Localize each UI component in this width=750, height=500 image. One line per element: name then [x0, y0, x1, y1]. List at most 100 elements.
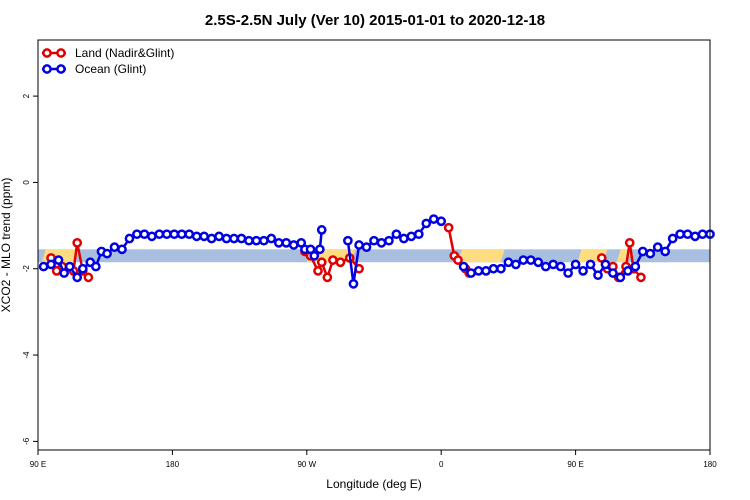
- series-layer: [38, 214, 715, 289]
- chart-title: 2.5S-2.5N July (Ver 10) 2015-01-01 to 20…: [205, 12, 545, 29]
- series-ocean: [38, 214, 715, 289]
- data-point: [391, 229, 402, 240]
- data-point: [251, 235, 262, 246]
- legend-marker: [42, 64, 52, 74]
- data-point: [578, 266, 588, 276]
- plot-frame: [37, 39, 711, 451]
- data-point: [117, 244, 127, 255]
- data-point: [315, 244, 325, 255]
- series-line: [462, 232, 710, 279]
- y-tick-label: -2: [22, 265, 31, 273]
- data-point: [348, 278, 359, 289]
- data-point: [503, 257, 514, 268]
- data-point: [184, 229, 195, 240]
- x-axis: 90 E 180 90 W 0 90 E 180: [30, 450, 717, 469]
- data-point: [675, 229, 685, 240]
- data-point: [548, 259, 559, 270]
- y-tick-label: -4: [22, 351, 31, 359]
- data-point: [132, 229, 142, 240]
- data-point: [406, 231, 417, 242]
- legend-label: Ocean (Glint): [75, 62, 146, 76]
- data-point: [266, 233, 277, 244]
- data-point: [109, 242, 120, 253]
- data-point: [229, 233, 239, 244]
- data-point: [221, 233, 232, 244]
- data-point: [453, 255, 463, 265]
- data-point: [124, 233, 135, 244]
- y-tick-label: 2: [22, 93, 31, 98]
- data-point: [102, 248, 112, 259]
- data-point: [652, 242, 663, 253]
- data-point: [623, 266, 633, 276]
- data-point: [518, 255, 529, 265]
- data-point: [38, 261, 49, 272]
- reference-band: [38, 249, 710, 263]
- data-point: [53, 255, 64, 265]
- data-point: [443, 222, 454, 233]
- data-point: [600, 259, 611, 270]
- data-point: [555, 261, 566, 272]
- x-tick-label: 180: [703, 460, 717, 469]
- data-point: [244, 235, 254, 246]
- data-point: [593, 270, 603, 281]
- data-point: [458, 261, 469, 272]
- data-point: [563, 268, 573, 278]
- data-point: [313, 266, 323, 276]
- y-tick-label: -6: [22, 437, 31, 445]
- data-point: [288, 240, 299, 250]
- data-point: [413, 229, 424, 240]
- data-point: [328, 255, 338, 265]
- data-point: [608, 268, 618, 278]
- data-point: [64, 261, 75, 272]
- data-point: [335, 257, 346, 268]
- data-point: [281, 237, 292, 248]
- data-point: [273, 237, 284, 248]
- data-point: [630, 261, 641, 272]
- data-point: [697, 229, 708, 240]
- y-axis-label: XCO2 - MLO trend (ppm): [0, 178, 13, 313]
- data-point: [384, 235, 394, 246]
- data-point: [139, 229, 150, 240]
- data-point: [46, 259, 56, 270]
- data-point: [682, 229, 693, 240]
- data-point: [169, 229, 180, 240]
- data-point: [309, 250, 320, 261]
- data-point: [343, 235, 353, 246]
- data-point: [83, 272, 94, 283]
- data-point: [428, 214, 439, 224]
- data-point: [316, 225, 327, 235]
- data-point: [615, 272, 626, 283]
- data-point: [525, 255, 536, 265]
- data-point: [72, 237, 83, 248]
- x-axis-label: Longitude (deg E): [326, 477, 421, 491]
- data-point: [466, 268, 476, 278]
- data-point: [361, 242, 372, 253]
- data-point: [316, 257, 327, 268]
- data-point: [660, 246, 671, 257]
- data-point: [236, 233, 247, 244]
- data-point: [667, 233, 678, 244]
- x-tick-label: 90 E: [567, 460, 583, 469]
- data-point: [59, 268, 69, 278]
- data-point: [488, 263, 499, 274]
- data-point: [161, 229, 172, 240]
- x-tick-label: 180: [166, 460, 180, 469]
- legend: Land (Nadir&Glint) Ocean (Glint): [42, 46, 174, 76]
- data-point: [399, 233, 409, 244]
- x-tick-label: 90 W: [297, 460, 316, 469]
- data-point: [436, 216, 447, 227]
- data-point: [154, 229, 165, 240]
- data-point: [473, 266, 484, 276]
- data-point: [624, 237, 635, 248]
- data-point: [421, 218, 432, 229]
- data-point: [322, 272, 333, 283]
- data-point: [259, 235, 269, 246]
- y-tick-label: 0: [22, 180, 31, 185]
- data-point: [645, 248, 656, 259]
- data-point: [637, 246, 648, 257]
- data-point: [214, 231, 224, 242]
- x-tick-label: 90 E: [30, 460, 46, 469]
- data-point: [636, 272, 646, 283]
- data-point: [199, 231, 209, 242]
